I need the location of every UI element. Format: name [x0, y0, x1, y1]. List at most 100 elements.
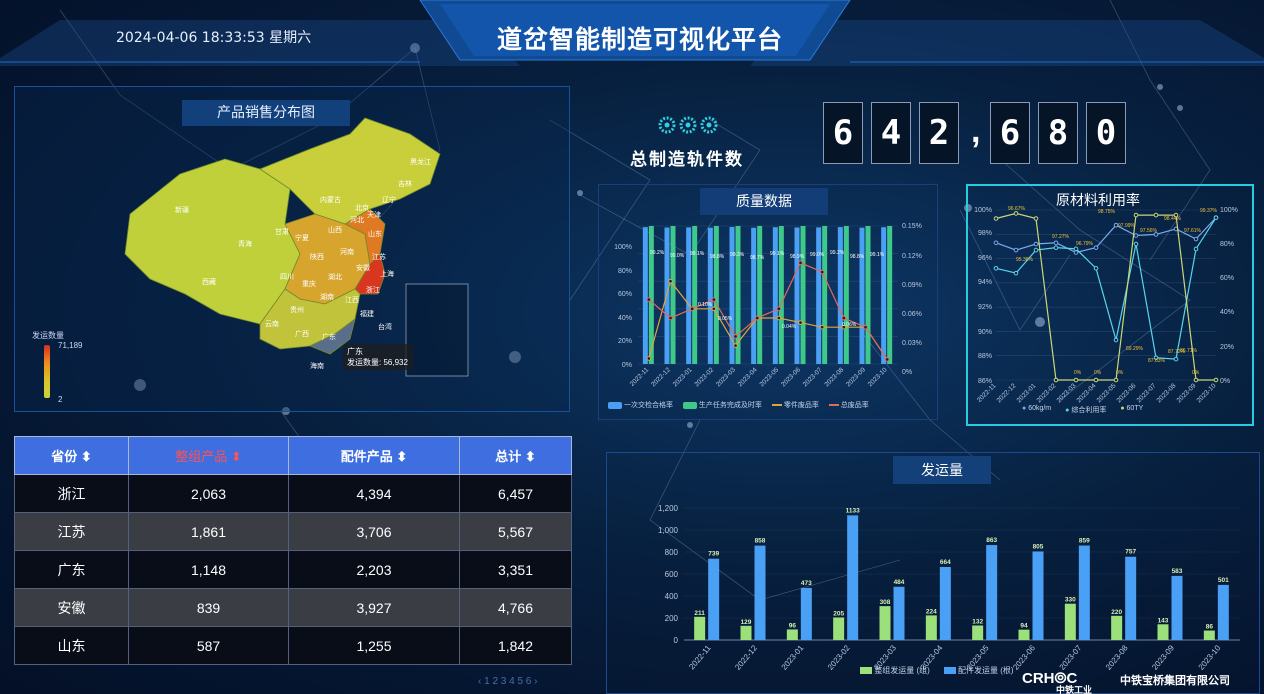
bar-parts-shipment[interactable]: [1078, 545, 1090, 640]
line-point[interactable]: [1213, 215, 1219, 220]
line-point[interactable]: [1033, 216, 1039, 221]
line-point[interactable]: [1153, 355, 1159, 361]
bar-pass-rate[interactable]: [837, 227, 843, 364]
bar-pass-rate[interactable]: [686, 227, 692, 364]
bar-parts-shipment[interactable]: [1125, 556, 1137, 640]
bar-group-shipment[interactable]: [925, 615, 937, 640]
line-point[interactable]: [1213, 377, 1219, 383]
bar-ontime-rate[interactable]: [670, 226, 676, 364]
line-point[interactable]: [798, 320, 803, 325]
bar-group-shipment[interactable]: [1064, 603, 1076, 640]
legend-item[interactable]: 配件发运量 (根): [943, 665, 1014, 676]
line-point[interactable]: [819, 324, 825, 330]
quality-chart[interactable]: 0% 20% 40% 60% 80% 100% 0% 0.03% 0.06% 0…: [606, 214, 938, 414]
line-point[interactable]: [1093, 377, 1099, 383]
legend-item[interactable]: ● 综合利用率: [1065, 407, 1107, 414]
line-point[interactable]: [1133, 212, 1139, 218]
bar-ontime-rate[interactable]: [843, 226, 849, 364]
bar-pass-rate[interactable]: [859, 227, 865, 364]
bar-parts-shipment[interactable]: [1171, 575, 1183, 640]
line-point[interactable]: [776, 306, 782, 312]
line-point[interactable]: [1133, 233, 1139, 238]
bar-parts-shipment[interactable]: [754, 545, 766, 640]
line-point[interactable]: [819, 269, 825, 275]
line-point[interactable]: [993, 265, 999, 271]
bar-pass-rate[interactable]: [772, 227, 778, 364]
line-point[interactable]: [993, 216, 999, 221]
line-point[interactable]: [733, 334, 738, 339]
line-point[interactable]: [1053, 377, 1059, 383]
line-point[interactable]: [711, 306, 717, 312]
bar-group-shipment[interactable]: [1018, 629, 1030, 640]
line-point[interactable]: [1113, 377, 1119, 383]
bar-ontime-rate[interactable]: [778, 226, 784, 364]
bar-group-shipment[interactable]: [1111, 615, 1123, 640]
line-point[interactable]: [863, 324, 868, 330]
table-row[interactable]: 江苏 1,861 3,706 5,567: [14, 512, 572, 551]
line-point[interactable]: [668, 278, 673, 284]
line-point[interactable]: [1173, 212, 1179, 218]
line-point[interactable]: [884, 357, 890, 362]
bar-parts-shipment[interactable]: [708, 558, 720, 640]
bar-group-shipment[interactable]: [1203, 630, 1215, 640]
legend-item[interactable]: 整组发运量 (组): [860, 665, 930, 676]
material-chart[interactable]: 86% 88% 90% 92% 94% 96% 98% 100% 0% 20% …: [966, 200, 1254, 406]
line-total-scrap-rate[interactable]: [648, 262, 888, 360]
bar-ontime-rate[interactable]: [757, 226, 763, 364]
bar-group-shipment[interactable]: [786, 629, 798, 640]
line-point[interactable]: [1153, 212, 1159, 218]
line-point[interactable]: [1113, 337, 1119, 343]
bar-ontime-rate[interactable]: [865, 226, 871, 364]
legend-item[interactable]: ● 60TY: [1120, 405, 1144, 412]
line-overall-rate[interactable]: [995, 217, 1217, 360]
china-map[interactable]: 新疆 西藏 青海 甘肃 四川 云南 内蒙古 黑龙江 吉林 辽宁 河北 北京 天津…: [110, 114, 470, 384]
bar-pass-rate[interactable]: [816, 227, 822, 364]
line-point[interactable]: [1073, 246, 1079, 252]
bar-group-shipment[interactable]: [1157, 624, 1169, 640]
bar-group-shipment[interactable]: [694, 616, 706, 640]
bar-pass-rate[interactable]: [729, 226, 735, 364]
bar-pass-rate[interactable]: [794, 227, 800, 364]
bar-parts-shipment[interactable]: [847, 515, 859, 640]
line-point[interactable]: [1113, 222, 1119, 228]
line-point[interactable]: [733, 343, 738, 348]
line-60kg[interactable]: [995, 217, 1217, 254]
line-point[interactable]: [1033, 241, 1039, 247]
bar-parts-shipment[interactable]: [800, 587, 812, 640]
line-point[interactable]: [1053, 245, 1059, 250]
legend-item[interactable]: 总废品率: [828, 400, 869, 410]
bar-pass-rate[interactable]: [707, 227, 713, 364]
line-point[interactable]: [1193, 236, 1199, 242]
line-part-scrap-rate[interactable]: [648, 279, 888, 360]
line-point[interactable]: [1073, 377, 1079, 383]
line-point[interactable]: [841, 315, 847, 321]
pager[interactable]: ‹ 1 2 3 4 5 6 ›: [478, 676, 538, 687]
line-point[interactable]: [668, 315, 673, 321]
table-row[interactable]: 广东 1,148 2,203 3,351: [14, 550, 572, 589]
line-60ty[interactable]: [995, 212, 1216, 381]
bar-ontime-rate[interactable]: [713, 226, 719, 364]
bar-parts-shipment[interactable]: [1032, 551, 1044, 640]
bar-group-shipment[interactable]: [740, 625, 752, 640]
bar-ontime-rate[interactable]: [692, 226, 698, 364]
legend-item[interactable]: 零件废品率: [771, 400, 819, 410]
line-point[interactable]: [711, 297, 717, 302]
col-header-group-product[interactable]: 整组产品 ⬍: [128, 436, 289, 475]
bar-parts-shipment[interactable]: [1217, 584, 1229, 640]
line-point[interactable]: [1073, 250, 1079, 255]
bar-ontime-rate[interactable]: [800, 226, 806, 364]
bar-parts-shipment[interactable]: [986, 545, 998, 640]
bar-ontime-rate[interactable]: [887, 226, 893, 364]
bar-ontime-rate[interactable]: [735, 226, 741, 364]
line-point[interactable]: [993, 240, 999, 246]
line-point[interactable]: [1033, 247, 1039, 253]
legend-item[interactable]: ● 60kg/m: [1022, 405, 1052, 412]
line-point[interactable]: [798, 260, 803, 266]
line-point[interactable]: [776, 315, 782, 321]
line-point[interactable]: [1053, 240, 1059, 246]
table-row[interactable]: 安徽 839 3,927 4,766: [14, 588, 572, 627]
line-point[interactable]: [1013, 247, 1019, 253]
line-point[interactable]: [841, 324, 847, 330]
col-header-province[interactable]: 省份 ⬍: [14, 436, 129, 475]
line-point[interactable]: [1013, 270, 1019, 276]
